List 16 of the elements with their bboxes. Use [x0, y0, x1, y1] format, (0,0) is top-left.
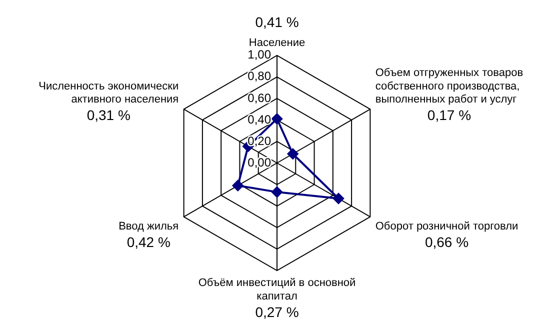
- y-tick-label: 0,60: [248, 90, 272, 105]
- spoke-label: Объём инвестиций в основной капитал: [198, 277, 356, 302]
- spoke-label: Ввод жилья: [118, 220, 179, 232]
- text: 0,27 %: [255, 304, 299, 320]
- text: 0,42 %: [126, 234, 170, 250]
- y-tick-label: 1,00: [248, 48, 272, 62]
- text: 0,31 %: [86, 107, 130, 124]
- y-tick-label: 0,80: [248, 69, 272, 84]
- y-tick-label: 0,40: [248, 112, 272, 126]
- spoke-label: Численность экономически активного населения: [38, 80, 179, 106]
- spoke-label: Объем отгруженных товаров собственного производства, выполненных работ и услуг: [375, 67, 524, 106]
- spoke-label: Оборот розничной торговли: [375, 220, 518, 232]
- text: 0,41 %: [255, 14, 299, 30]
- text: 0,17 %: [427, 107, 472, 124]
- spoke-label: Население: [248, 36, 306, 49]
- text: 0,66 %: [424, 234, 469, 250]
